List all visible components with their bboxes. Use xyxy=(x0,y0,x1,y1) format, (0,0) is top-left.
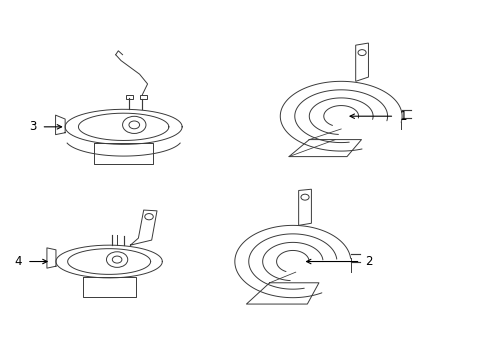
Text: 3: 3 xyxy=(29,120,37,133)
Text: 2: 2 xyxy=(365,255,372,268)
Text: 4: 4 xyxy=(15,255,22,268)
Text: 1: 1 xyxy=(398,110,406,123)
